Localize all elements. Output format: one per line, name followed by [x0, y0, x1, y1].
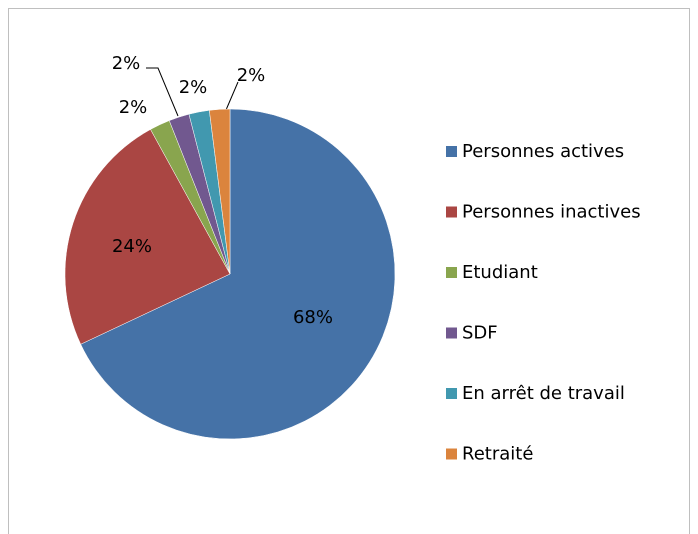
- pie-slice: [209, 108, 231, 275]
- legend-label: SDF: [462, 323, 498, 344]
- legend-label: En arrêt de travail: [462, 383, 625, 404]
- legend-label: Etudiant: [462, 262, 538, 283]
- data-label: 2%: [237, 65, 266, 86]
- legend-swatch: [446, 267, 457, 278]
- legend-swatch: [446, 388, 457, 399]
- leader-line: [225, 81, 239, 111]
- legend-swatch: [446, 146, 457, 157]
- legend-label: Personnes inactives: [462, 202, 641, 223]
- legend-swatch: [446, 206, 457, 218]
- legend-label: Retraité: [462, 444, 533, 465]
- legend-label: Personnes actives: [462, 141, 624, 162]
- pie-slice: [64, 129, 231, 345]
- data-label: 2%: [179, 77, 208, 98]
- pie-slice: [80, 108, 396, 440]
- data-label: 2%: [119, 97, 148, 118]
- leader-line: [146, 67, 179, 117]
- data-label: 2%: [112, 53, 141, 74]
- data-label: 68%: [293, 307, 333, 328]
- legend-swatch: [446, 327, 457, 339]
- data-label: 24%: [112, 236, 152, 257]
- legend-swatch: [446, 448, 457, 460]
